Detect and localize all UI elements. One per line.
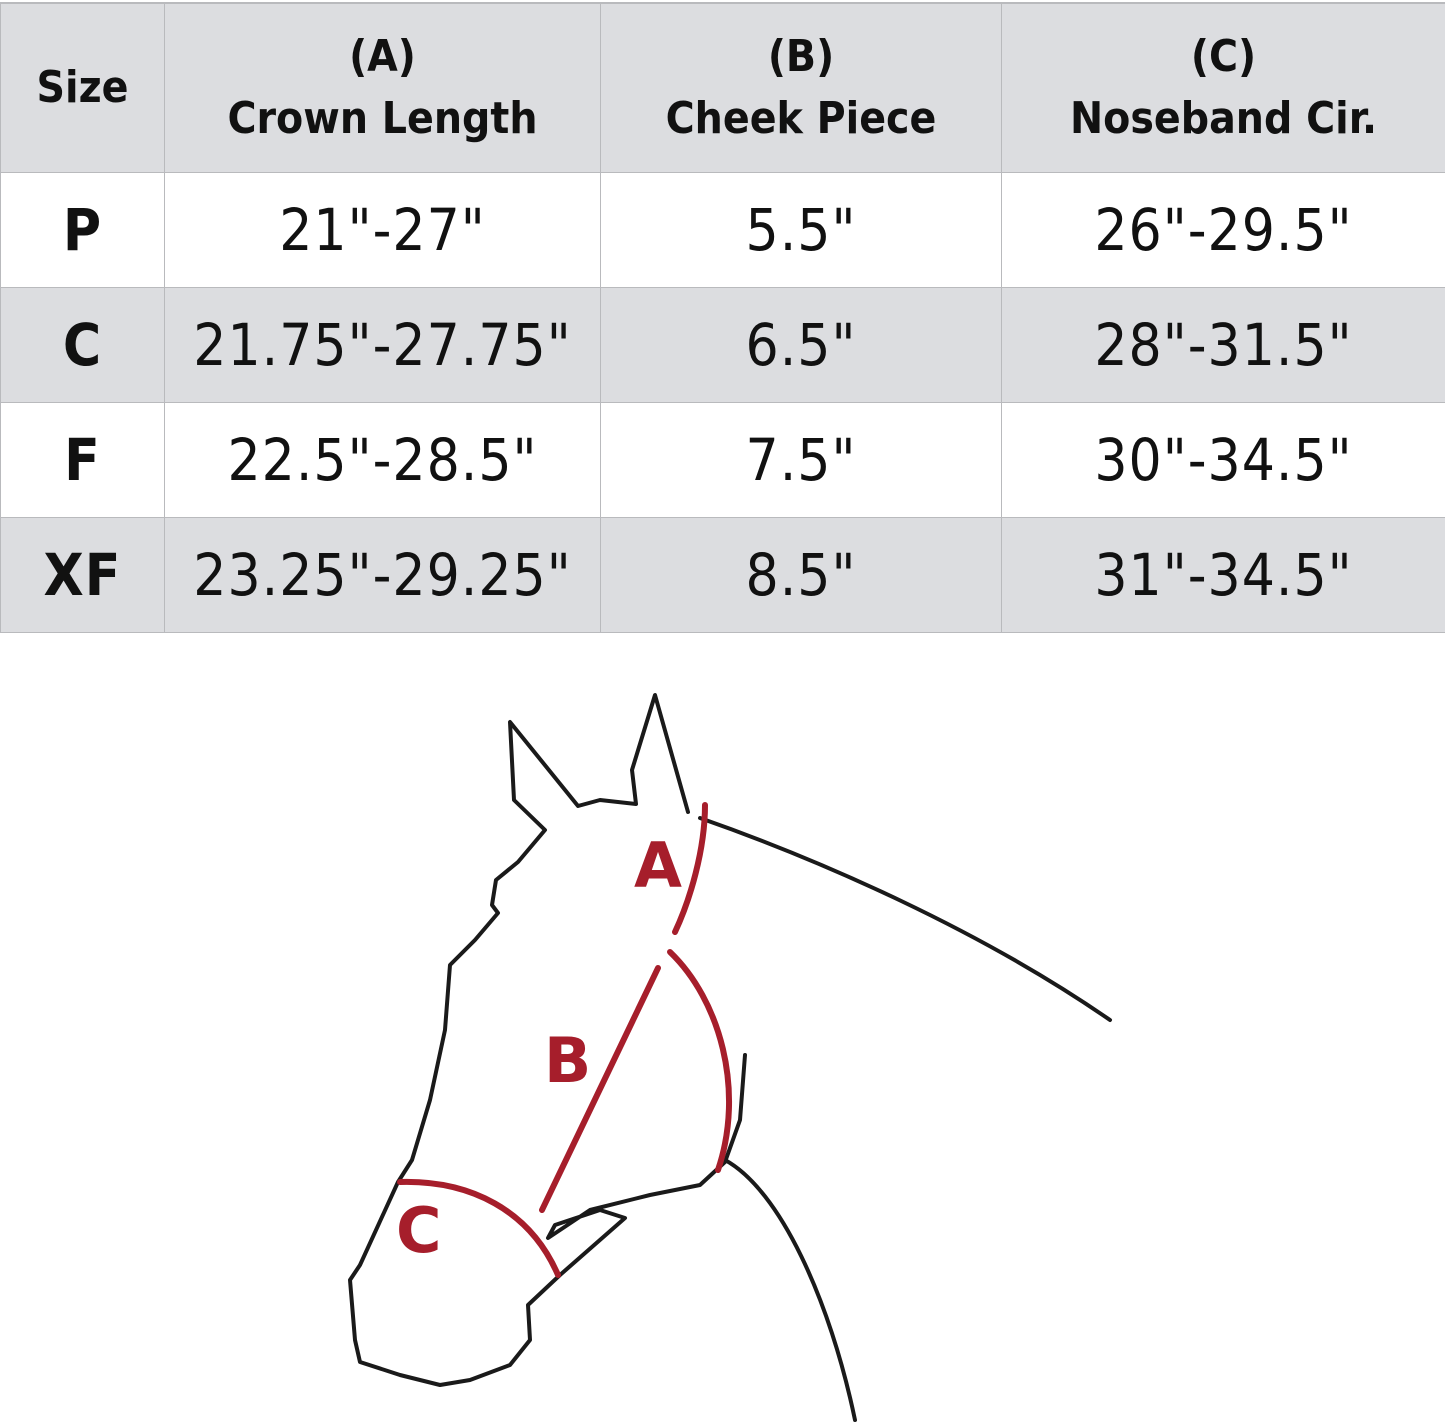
size-cell: P [0,172,165,288]
table-row: P 21"-27" 5.5" 26"-29.5" [0,172,1445,288]
noseband-cell: 26"-29.5" [1001,172,1445,288]
header-label: Size [36,62,129,113]
header-label: Noseband Cir. [1070,93,1377,144]
table-row: C 21.75"-27.75" 6.5" 28"-31.5" [0,287,1445,403]
noseband-line [397,1178,561,1278]
cheek-cell: 6.5" [600,287,1002,403]
label-a: A [634,829,682,902]
size-chart-table: Size (A) Crown Length (B) Cheek Piece (C) N… [0,2,1445,633]
crown-cell: 22.5"-28.5" [164,402,601,518]
size-cell: C [0,287,165,403]
header-noseband: (C) Noseband Cir. [1001,2,1445,173]
header-letter: (C) [1190,31,1257,82]
header-row: Size (A) Crown Length (B) Cheek Piece (C) N… [0,2,1445,173]
crown-length-line [672,802,708,935]
cheek-cell: 5.5" [600,172,1002,288]
label-b: B [544,1024,591,1097]
header-label: Crown Length [227,93,538,144]
header-letter: (A) [349,31,416,82]
header-crown-length: (A) Crown Length [164,2,601,173]
crown-cell: 23.25"-29.25" [164,517,601,633]
crown-cell: 21.75"-27.75" [164,287,601,403]
cheek-piece-line [539,965,661,1213]
label-c: C [396,1194,442,1267]
header-letter: (B) [767,31,835,82]
size-cell: XF [0,517,165,633]
size-cell: F [0,402,165,518]
header-size: Size [0,2,165,173]
measurement-lines [397,802,732,1278]
horse-head-diagram: A B C [348,693,1112,1422]
crown-cell: 21"-27" [164,172,601,288]
noseband-cell: 30"-34.5" [1001,402,1445,518]
cheek-cell: 8.5" [600,517,1002,633]
header-label: Cheek Piece [665,93,937,144]
noseband-cell: 31"-34.5" [1001,517,1445,633]
table-row: F 22.5"-28.5" 7.5" 30"-34.5" [0,402,1445,518]
cheek-cell: 7.5" [600,402,1002,518]
crown-lower-line [667,949,732,1173]
horse-outline [348,693,1112,1422]
noseband-cell: 28"-31.5" [1001,287,1445,403]
header-cheek-piece: (B) Cheek Piece [600,2,1002,173]
table-row: XF 23.25"-29.25" 8.5" 31"-34.5" [0,517,1445,633]
